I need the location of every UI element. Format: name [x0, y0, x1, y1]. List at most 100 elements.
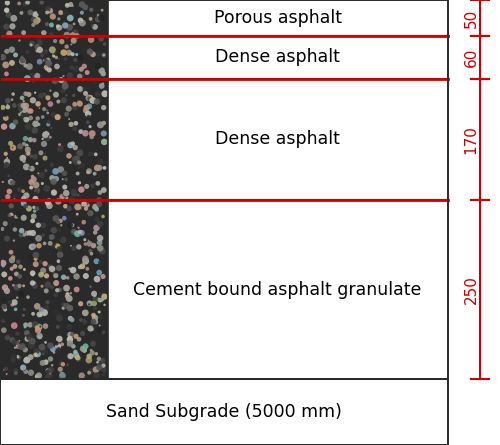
Point	[26, 229, 34, 236]
Point	[26, 63, 34, 70]
Point	[65, 205, 73, 212]
Point	[31, 321, 39, 328]
Point	[98, 296, 106, 303]
Point	[8, 46, 16, 53]
Point	[22, 102, 30, 109]
Point	[30, 137, 38, 144]
Point	[37, 149, 45, 156]
Point	[76, 228, 84, 235]
Point	[9, 124, 17, 131]
Point	[98, 247, 106, 255]
Point	[67, 121, 75, 128]
Point	[19, 364, 27, 371]
Point	[40, 240, 48, 247]
Point	[58, 341, 66, 348]
Point	[38, 0, 46, 6]
Point	[36, 46, 44, 53]
Point	[86, 49, 94, 56]
Point	[28, 71, 36, 78]
Point	[92, 350, 100, 357]
Point	[82, 183, 90, 190]
Point	[57, 242, 65, 249]
Point	[32, 190, 40, 197]
Point	[87, 36, 95, 43]
Point	[44, 109, 52, 117]
Point	[34, 16, 42, 24]
Point	[66, 222, 74, 229]
Point	[18, 227, 25, 235]
Point	[76, 149, 84, 156]
Point	[22, 163, 30, 170]
Point	[38, 171, 46, 178]
Point	[0, 327, 8, 334]
Point	[90, 170, 98, 177]
Point	[88, 250, 96, 257]
Point	[92, 203, 100, 210]
Point	[20, 312, 28, 319]
Point	[81, 4, 89, 11]
Point	[35, 121, 43, 128]
Point	[27, 369, 35, 376]
Point	[7, 121, 15, 129]
Point	[46, 242, 54, 249]
Point	[100, 40, 108, 48]
Point	[76, 263, 84, 271]
Point	[91, 229, 99, 236]
Point	[70, 101, 78, 108]
Point	[94, 63, 102, 70]
Point	[30, 207, 38, 214]
Point	[72, 28, 80, 35]
Point	[26, 321, 34, 328]
Point	[22, 321, 30, 328]
Point	[62, 176, 70, 183]
Point	[46, 356, 54, 363]
Point	[62, 43, 70, 50]
Point	[36, 105, 44, 112]
Point	[41, 154, 49, 162]
Point	[49, 346, 57, 353]
Point	[0, 178, 7, 186]
Point	[61, 7, 69, 14]
Point	[96, 201, 104, 208]
Point	[63, 29, 71, 36]
Point	[60, 214, 68, 222]
Point	[3, 154, 11, 162]
Point	[81, 318, 89, 325]
Point	[72, 186, 80, 194]
Point	[6, 246, 14, 253]
Point	[92, 224, 100, 231]
Point	[56, 217, 64, 224]
Point	[2, 150, 10, 158]
Point	[4, 104, 12, 111]
Point	[34, 73, 42, 80]
Point	[86, 210, 94, 217]
Point	[61, 51, 69, 58]
Point	[58, 258, 66, 265]
Point	[52, 175, 60, 182]
Point	[28, 279, 36, 287]
Point	[72, 65, 80, 73]
Point	[71, 156, 79, 163]
Bar	[0, 0, 448, 36]
Point	[63, 32, 71, 39]
Point	[50, 189, 58, 196]
Point	[94, 244, 102, 251]
Point	[65, 116, 73, 123]
Point	[78, 186, 86, 193]
Point	[54, 98, 62, 105]
Point	[56, 146, 64, 153]
Point	[70, 37, 78, 44]
Point	[76, 164, 84, 171]
Point	[96, 364, 104, 371]
Point	[38, 170, 46, 178]
Point	[32, 255, 40, 263]
Point	[54, 312, 62, 320]
Point	[42, 131, 50, 138]
Text: Dense asphalt: Dense asphalt	[215, 48, 340, 66]
Point	[50, 269, 58, 276]
Point	[19, 154, 27, 162]
Point	[15, 110, 23, 117]
Point	[48, 174, 56, 182]
Point	[82, 258, 90, 265]
Point	[12, 370, 20, 377]
